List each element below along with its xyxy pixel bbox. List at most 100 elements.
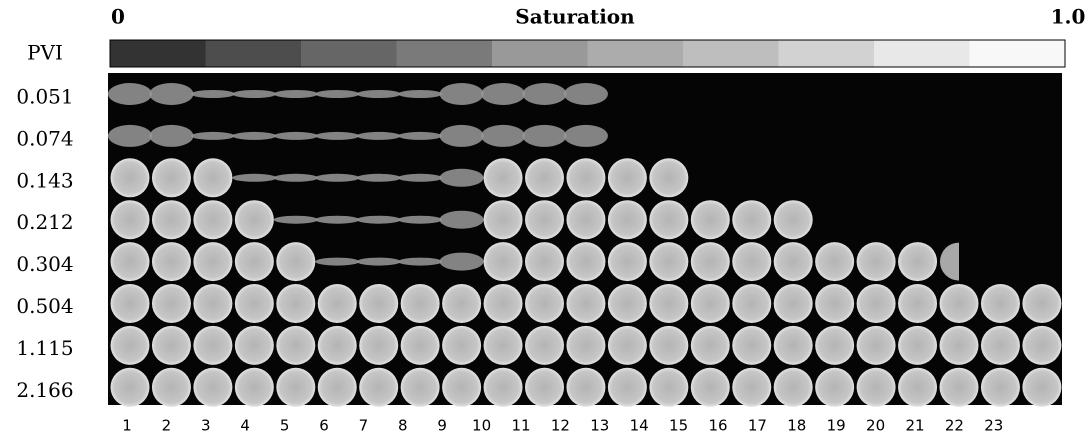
row-label: 0.051 [16,85,73,109]
streak [108,83,152,105]
core-disc [193,158,233,198]
core-disc [732,367,772,407]
core-disc [234,200,274,240]
streak [315,173,360,182]
column-label: 12 [551,417,570,435]
colorbar-step [683,40,779,67]
streak [439,124,484,147]
core-disc [442,367,482,407]
core-disc [359,325,399,365]
core-disc [939,284,979,323]
core-disc [442,284,482,323]
core-disc [856,242,896,282]
core-disc [649,158,689,198]
streak [190,131,235,140]
core-disc [566,325,606,365]
streak [149,83,194,105]
streak [190,90,235,98]
core-disc [649,284,689,323]
core-disc [649,367,689,407]
colorbar-step [396,40,493,67]
core-disc [110,367,150,407]
core-disc [276,325,316,365]
row-label: 0.504 [16,294,73,318]
streak [315,215,360,224]
core-disc [193,325,233,365]
core-disc [566,158,606,198]
column-label: 8 [398,417,408,435]
streak [356,257,401,266]
column-label: 15 [669,417,688,435]
streak [232,131,277,140]
scale-min: 0 [111,5,125,29]
core-disc [898,325,938,365]
core-disc [898,367,938,407]
core-disc [856,325,896,365]
core-disc [1022,284,1062,323]
streak [563,124,608,147]
core-disc [815,284,855,323]
core-disc [483,242,523,282]
core-disc [856,367,896,407]
core-disc [1022,367,1062,407]
core-disc [151,158,191,198]
column-label: 2 [162,417,172,435]
core-disc [483,367,523,407]
core-disc [856,284,896,323]
streak [315,257,360,266]
column-label: 23 [984,417,1003,435]
core-disc [483,158,523,198]
core-disc [317,325,357,365]
column-label: 7 [359,417,369,435]
core-disc [483,284,523,323]
core-disc [566,367,606,407]
column-label: 11 [511,417,530,435]
colorbar-step [110,40,206,67]
row-label: 0.143 [16,168,73,192]
core-disc [773,242,813,282]
core-disc [1022,325,1062,365]
core-disc [773,367,813,407]
colorbar-step [205,40,302,67]
streak [398,257,443,266]
streak [356,215,401,224]
core-disc [193,200,233,240]
streak [149,124,194,147]
core-disc [400,367,440,407]
core-disc [607,158,647,198]
core-disc [110,325,150,365]
image [108,83,1062,407]
column-label: 19 [827,417,846,435]
column-label: 20 [866,417,885,435]
row-label: 0.212 [16,210,73,234]
core-disc [317,284,357,323]
streak [356,131,401,140]
core-disc [110,284,150,323]
streak [273,90,318,98]
colorbar-step [587,40,684,67]
core-disc [525,158,564,198]
streak [522,124,567,147]
core-disc [400,325,440,365]
column-label: 22 [945,417,964,435]
core-disc [690,200,730,240]
core-disc [276,284,316,323]
core-disc [732,325,772,365]
core-disc [607,200,647,240]
core-disc [649,200,689,240]
core-disc [525,242,564,282]
core-disc [815,367,855,407]
core-disc [980,284,1020,323]
core-disc [359,367,399,407]
core-disc [607,284,647,323]
column-label: 9 [437,417,447,435]
core-disc [939,325,979,365]
core-disc [607,242,647,282]
core-disc [276,242,316,282]
streak [108,124,152,147]
core-disc [649,325,689,365]
core-disc [732,242,772,282]
core-disc [193,242,233,282]
streak [439,252,484,271]
